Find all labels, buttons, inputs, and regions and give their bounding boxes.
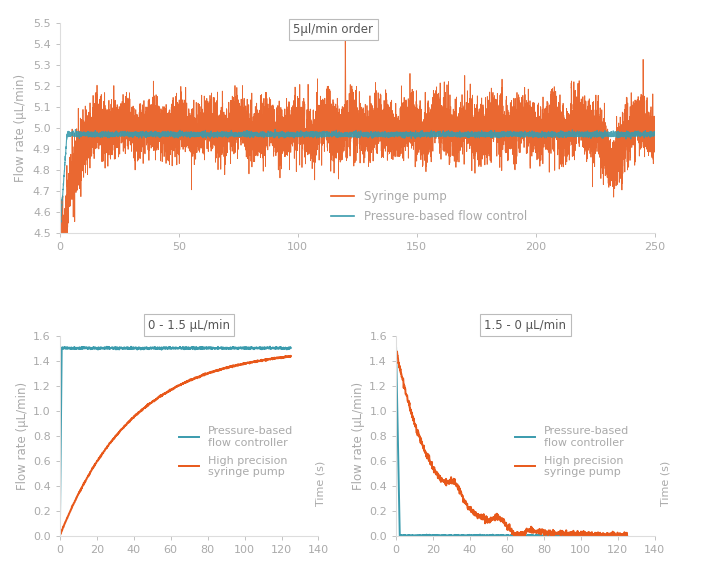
Text: 1.5 - 0 μL/min: 1.5 - 0 μL/min bbox=[484, 319, 567, 332]
Text: Time (s): Time (s) bbox=[315, 461, 325, 506]
Text: 0 - 1.5 μL/min: 0 - 1.5 μL/min bbox=[148, 319, 230, 332]
Text: 5μl/min order: 5μl/min order bbox=[294, 23, 374, 36]
Y-axis label: Flow rate (μL/min): Flow rate (μL/min) bbox=[14, 74, 27, 182]
Legend: Syringe pump, Pressure-based flow control: Syringe pump, Pressure-based flow contro… bbox=[330, 190, 527, 223]
Text: Time (s): Time (s) bbox=[660, 461, 670, 506]
Y-axis label: Flow rate (μL/min): Flow rate (μL/min) bbox=[16, 381, 29, 490]
Legend: Pressure-based
flow controller, High precision
syringe pump: Pressure-based flow controller, High pre… bbox=[179, 426, 293, 477]
Y-axis label: Flow rate (μL/min): Flow rate (μL/min) bbox=[352, 381, 365, 490]
Legend: Pressure-based
flow controller, High precision
syringe pump: Pressure-based flow controller, High pre… bbox=[515, 426, 629, 477]
